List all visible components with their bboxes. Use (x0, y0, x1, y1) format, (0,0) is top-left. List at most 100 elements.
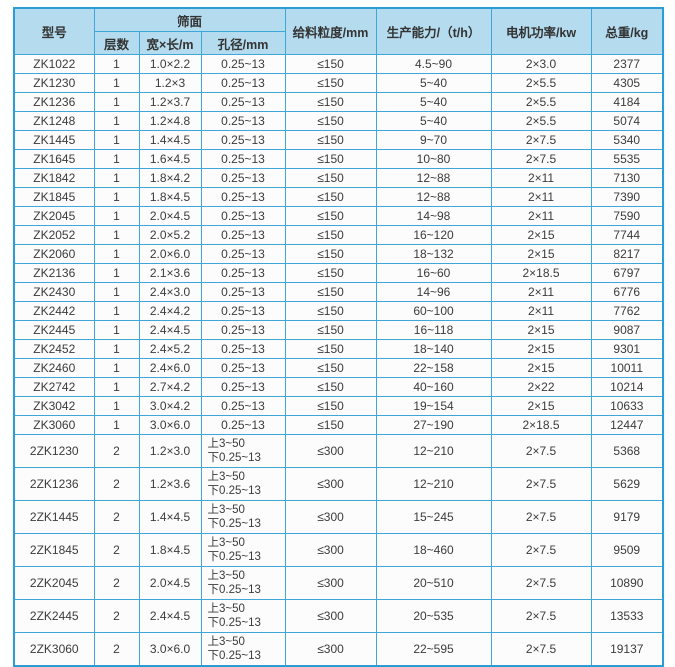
motor-power-cell: 2×11 (490, 168, 592, 188)
size-cell: 2.0×4.5 (138, 566, 202, 600)
table-row: 2ZK1845 2 1.8×4.5 上3~50 下0.25~13 ≤300 18~460 2×… (13, 533, 664, 567)
aperture-line: 下0.25~13 (207, 617, 261, 629)
feed-size-cell: ≤300 (284, 566, 377, 600)
table-row: ZK1842 1 1.8×4.2 0.25~13 ≤150 12~88 2×11 7130 (13, 168, 664, 188)
model-cell: ZK2052 (13, 225, 95, 245)
layers-cell: 1 (93, 92, 140, 112)
aperture-cell: 上3~50 下0.25~13 (200, 467, 286, 501)
layers-cell: 1 (93, 130, 140, 150)
layers-cell: 2 (93, 632, 140, 667)
motor-power-cell: 2×7.5 (490, 149, 592, 169)
size-cell: 1.4×4.5 (138, 500, 202, 534)
motor-power-cell: 2×15 (490, 244, 592, 264)
total-weight-cell: 8217 (590, 244, 664, 264)
size-cell: 3.0×6.0 (138, 632, 202, 667)
header-row-1: 型号 筛面 给料粒度/mm 生产能力/（t/h） 电机功率/kw 总重/kg (13, 7, 664, 55)
aperture-cell: 0.25~13 (200, 92, 286, 112)
col-header-layers: 层数 (93, 31, 140, 55)
aperture-line: 下0.25~13 (207, 584, 261, 596)
aperture-cell: 0.25~13 (200, 130, 286, 150)
aperture-cell: 0.25~13 (200, 358, 286, 378)
size-cell: 2.4×4.5 (138, 599, 202, 633)
motor-power-cell: 2×7.5 (490, 632, 592, 667)
aperture-cell: 0.25~13 (200, 320, 286, 340)
aperture-cell: 0.25~13 (200, 396, 286, 416)
capacity-cell: 9~70 (375, 130, 492, 150)
total-weight-cell: 9179 (590, 500, 664, 534)
layers-cell: 2 (93, 566, 140, 600)
capacity-cell: 12~88 (375, 168, 492, 188)
model-cell: ZK1842 (13, 168, 95, 188)
table-row: ZK2045 1 2.0×4.5 0.25~13 ≤150 14~98 2×11 7590 (13, 206, 664, 226)
total-weight-cell: 13533 (590, 599, 664, 633)
aperture-cell: 0.25~13 (200, 206, 286, 226)
table-body: ZK1022 1 1.0×2.2 0.25~13 ≤150 4.5~90 2×3.0 2377… (13, 54, 664, 667)
capacity-cell: 12~210 (375, 467, 492, 501)
layers-cell: 1 (93, 301, 140, 321)
feed-size-cell: ≤150 (284, 73, 377, 93)
aperture-line: 上3~50 (207, 438, 245, 450)
size-cell: 2.4×6.0 (138, 358, 202, 378)
total-weight-cell: 6776 (590, 282, 664, 302)
layers-cell: 1 (93, 111, 140, 131)
model-cell: 2ZK3060 (13, 632, 95, 667)
layers-cell: 1 (93, 282, 140, 302)
feed-size-cell: ≤300 (284, 434, 377, 468)
motor-power-cell: 2×5.5 (490, 73, 592, 93)
motor-power-cell: 2×7.5 (490, 434, 592, 468)
motor-power-cell: 2×7.5 (490, 599, 592, 633)
feed-size-cell: ≤150 (284, 92, 377, 112)
motor-power-cell: 2×11 (490, 187, 592, 207)
motor-power-cell: 2×5.5 (490, 92, 592, 112)
feed-size-cell: ≤150 (284, 149, 377, 169)
model-cell: ZK3060 (13, 415, 95, 435)
table-row: ZK1230 1 1.2×3 0.25~13 ≤150 5~40 2×5.5 4305 (13, 73, 664, 93)
capacity-cell: 12~88 (375, 187, 492, 207)
model-cell: 2ZK1230 (13, 434, 95, 468)
table-row: 2ZK1236 2 1.2×3.6 上3~50 下0.25~13 ≤300 12~210 2×… (13, 467, 664, 501)
layers-cell: 2 (93, 533, 140, 567)
aperture-cell: 0.25~13 (200, 111, 286, 131)
total-weight-cell: 7390 (590, 187, 664, 207)
motor-power-cell: 2×15 (490, 339, 592, 359)
motor-power-cell: 2×18.5 (490, 415, 592, 435)
table-row: ZK2136 1 2.1×3.6 0.25~13 ≤150 16~60 2×18.5 6797 (13, 263, 664, 283)
size-cell: 3.0×6.0 (138, 415, 202, 435)
table-row: ZK2052 1 2.0×5.2 0.25~13 ≤150 16~120 2×15 7744 (13, 225, 664, 245)
total-weight-cell: 2377 (590, 54, 664, 74)
total-weight-cell: 5629 (590, 467, 664, 501)
feed-size-cell: ≤150 (284, 301, 377, 321)
table-row: ZK2060 1 2.0×6.0 0.25~13 ≤150 18~132 2×15 8217 (13, 244, 664, 264)
total-weight-cell: 10890 (590, 566, 664, 600)
layers-cell: 1 (93, 358, 140, 378)
model-cell: 2ZK2445 (13, 599, 95, 633)
table-row: ZK1022 1 1.0×2.2 0.25~13 ≤150 4.5~90 2×3.0 2377 (13, 54, 664, 74)
table-row: ZK1845 1 1.8×4.5 0.25~13 ≤150 12~88 2×11 7390 (13, 187, 664, 207)
size-cell: 1.2×3 (138, 73, 202, 93)
aperture-cell: 上3~50 下0.25~13 (200, 599, 286, 633)
aperture-cell: 上3~50 下0.25~13 (200, 533, 286, 567)
motor-power-cell: 2×7.5 (490, 566, 592, 600)
capacity-cell: 18~140 (375, 339, 492, 359)
table-row: 2ZK2445 2 2.4×4.5 上3~50 下0.25~13 ≤300 20~535 2×… (13, 599, 664, 633)
layers-cell: 2 (93, 434, 140, 468)
motor-power-cell: 2×11 (490, 282, 592, 302)
feed-size-cell: ≤150 (284, 320, 377, 340)
aperture-cell: 上3~50 下0.25~13 (200, 566, 286, 600)
model-cell: ZK1236 (13, 92, 95, 112)
capacity-cell: 14~98 (375, 206, 492, 226)
aperture-cell: 0.25~13 (200, 244, 286, 264)
col-header-capacity: 生产能力/（t/h） (375, 7, 492, 55)
table-row: 2ZK1445 2 1.4×4.5 上3~50 下0.25~13 ≤300 15~245 2×… (13, 500, 664, 534)
motor-power-cell: 2×11 (490, 206, 592, 226)
capacity-cell: 16~120 (375, 225, 492, 245)
layers-cell: 2 (93, 599, 140, 633)
size-cell: 1.6×4.5 (138, 149, 202, 169)
model-cell: 2ZK1236 (13, 467, 95, 501)
model-cell: ZK2442 (13, 301, 95, 321)
layers-cell: 1 (93, 263, 140, 283)
total-weight-cell: 10633 (590, 396, 664, 416)
col-header-model: 型号 (13, 7, 95, 55)
aperture-cell: 0.25~13 (200, 282, 286, 302)
motor-power-cell: 2×3.0 (490, 54, 592, 74)
